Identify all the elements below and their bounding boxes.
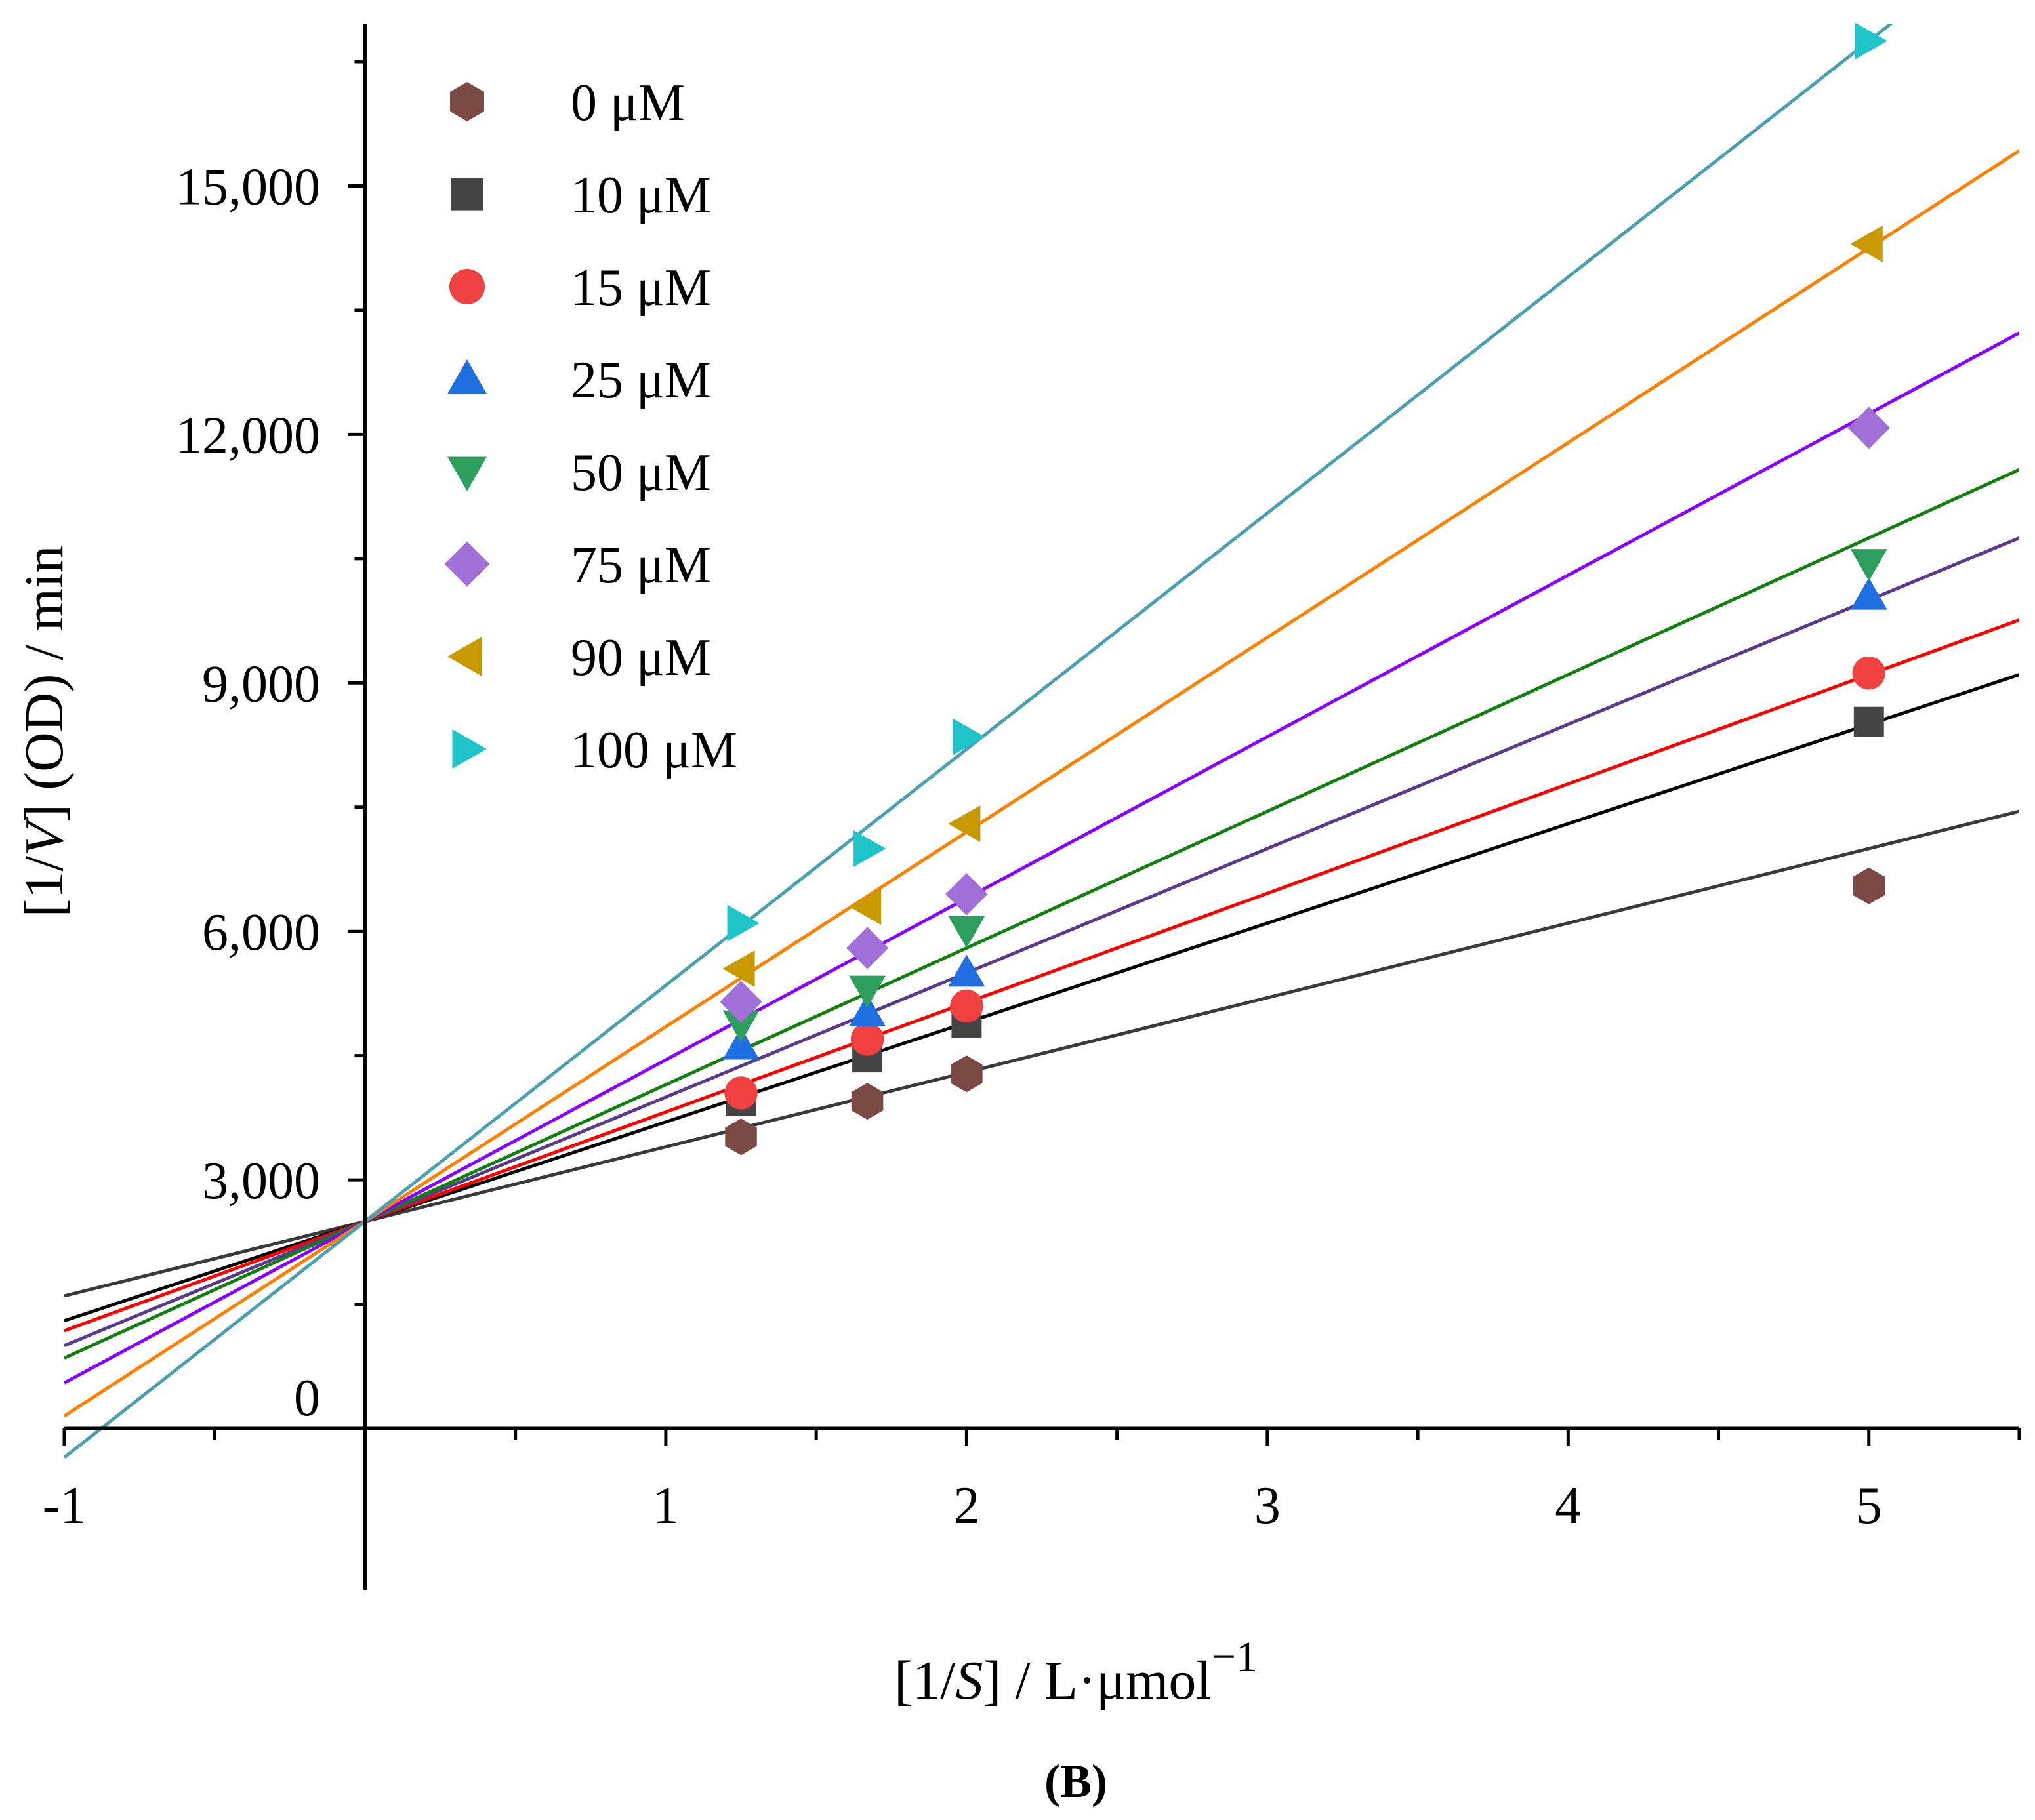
- data-point: [953, 718, 985, 756]
- fit-line: [64, 24, 1894, 1459]
- data-point: [1855, 22, 1887, 60]
- x-tick-label: 1: [653, 1477, 679, 1535]
- y-axis-title: [1/V] (OD) / min: [14, 546, 75, 918]
- data-point: [722, 1027, 760, 1060]
- data-point: [1847, 407, 1890, 449]
- legend-label: 100 μM: [571, 721, 737, 779]
- panel-label: (B): [1044, 1755, 1107, 1808]
- y-tick-label: 12,000: [176, 407, 320, 464]
- fit-lines: [64, 24, 2019, 1459]
- legend-label: 75 μM: [571, 536, 711, 594]
- legend-marker: [444, 541, 490, 587]
- x-tick-label: 3: [1254, 1477, 1281, 1535]
- y-tick-label: 15,000: [176, 159, 320, 216]
- y-tick-label: 3,000: [202, 1152, 320, 1210]
- x-tick-label: 2: [953, 1477, 979, 1535]
- data-point: [851, 1083, 884, 1120]
- data-point: [950, 989, 983, 1023]
- data-point: [849, 888, 882, 925]
- x-tick-label: 4: [1555, 1477, 1581, 1535]
- data-point: [722, 950, 755, 988]
- data-point: [724, 1076, 758, 1110]
- data-points: [720, 22, 1890, 1156]
- fit-line: [64, 468, 2019, 1360]
- data-point: [1850, 577, 1887, 610]
- data-point: [948, 916, 985, 948]
- data-point: [850, 1022, 884, 1056]
- data-point: [849, 994, 886, 1026]
- legend-label: 15 μM: [571, 259, 711, 317]
- data-point: [1852, 656, 1885, 690]
- data-point: [1850, 225, 1883, 262]
- legend-marker: [451, 178, 483, 211]
- data-point: [853, 830, 886, 867]
- legend-label: 0 μM: [571, 74, 685, 132]
- fit-line: [64, 149, 2019, 1418]
- legend-label: 90 μM: [571, 629, 711, 687]
- legend-marker: [447, 637, 482, 676]
- y-tick-label: 9,000: [202, 655, 320, 713]
- y-tick-label: 6,000: [202, 904, 320, 961]
- legend-marker: [450, 82, 484, 121]
- x-axis-title: [1/S] / L·μmol−1: [894, 1633, 1258, 1711]
- fit-line: [64, 331, 2019, 1385]
- legend-marker: [452, 729, 487, 769]
- data-point: [727, 904, 760, 942]
- legend-marker: [447, 456, 487, 491]
- data-point: [1853, 867, 1885, 904]
- x-tick-label: -1: [43, 1477, 87, 1535]
- data-point: [1853, 706, 1884, 737]
- data-point: [849, 975, 886, 1008]
- legend-label: 50 μM: [571, 444, 711, 502]
- legend-label: 25 μM: [571, 352, 711, 409]
- data-point: [945, 873, 988, 916]
- data-point: [725, 1118, 757, 1156]
- data-point: [846, 927, 889, 969]
- x-tick-label: 5: [1856, 1477, 1882, 1535]
- data-point: [948, 805, 981, 843]
- y-tick-label: 0: [294, 1369, 320, 1427]
- data-point: [720, 981, 762, 1023]
- legend-label: 10 μM: [571, 167, 711, 224]
- legend-marker: [449, 269, 485, 304]
- fit-line: [64, 809, 2019, 1298]
- axes: -1 1 2 3 4 5 0 3,000 6,000 9,000 12,000 15,000: [43, 24, 2021, 1590]
- data-point: [948, 954, 985, 987]
- data-point: [951, 1055, 983, 1093]
- legend: 0 μM 10 μM 15 μM 25 μM 50 μM 75 μM 90 μM 100 μM: [444, 74, 737, 779]
- data-point: [722, 1010, 760, 1043]
- data-point: [1850, 549, 1887, 582]
- legend-marker: [447, 359, 487, 394]
